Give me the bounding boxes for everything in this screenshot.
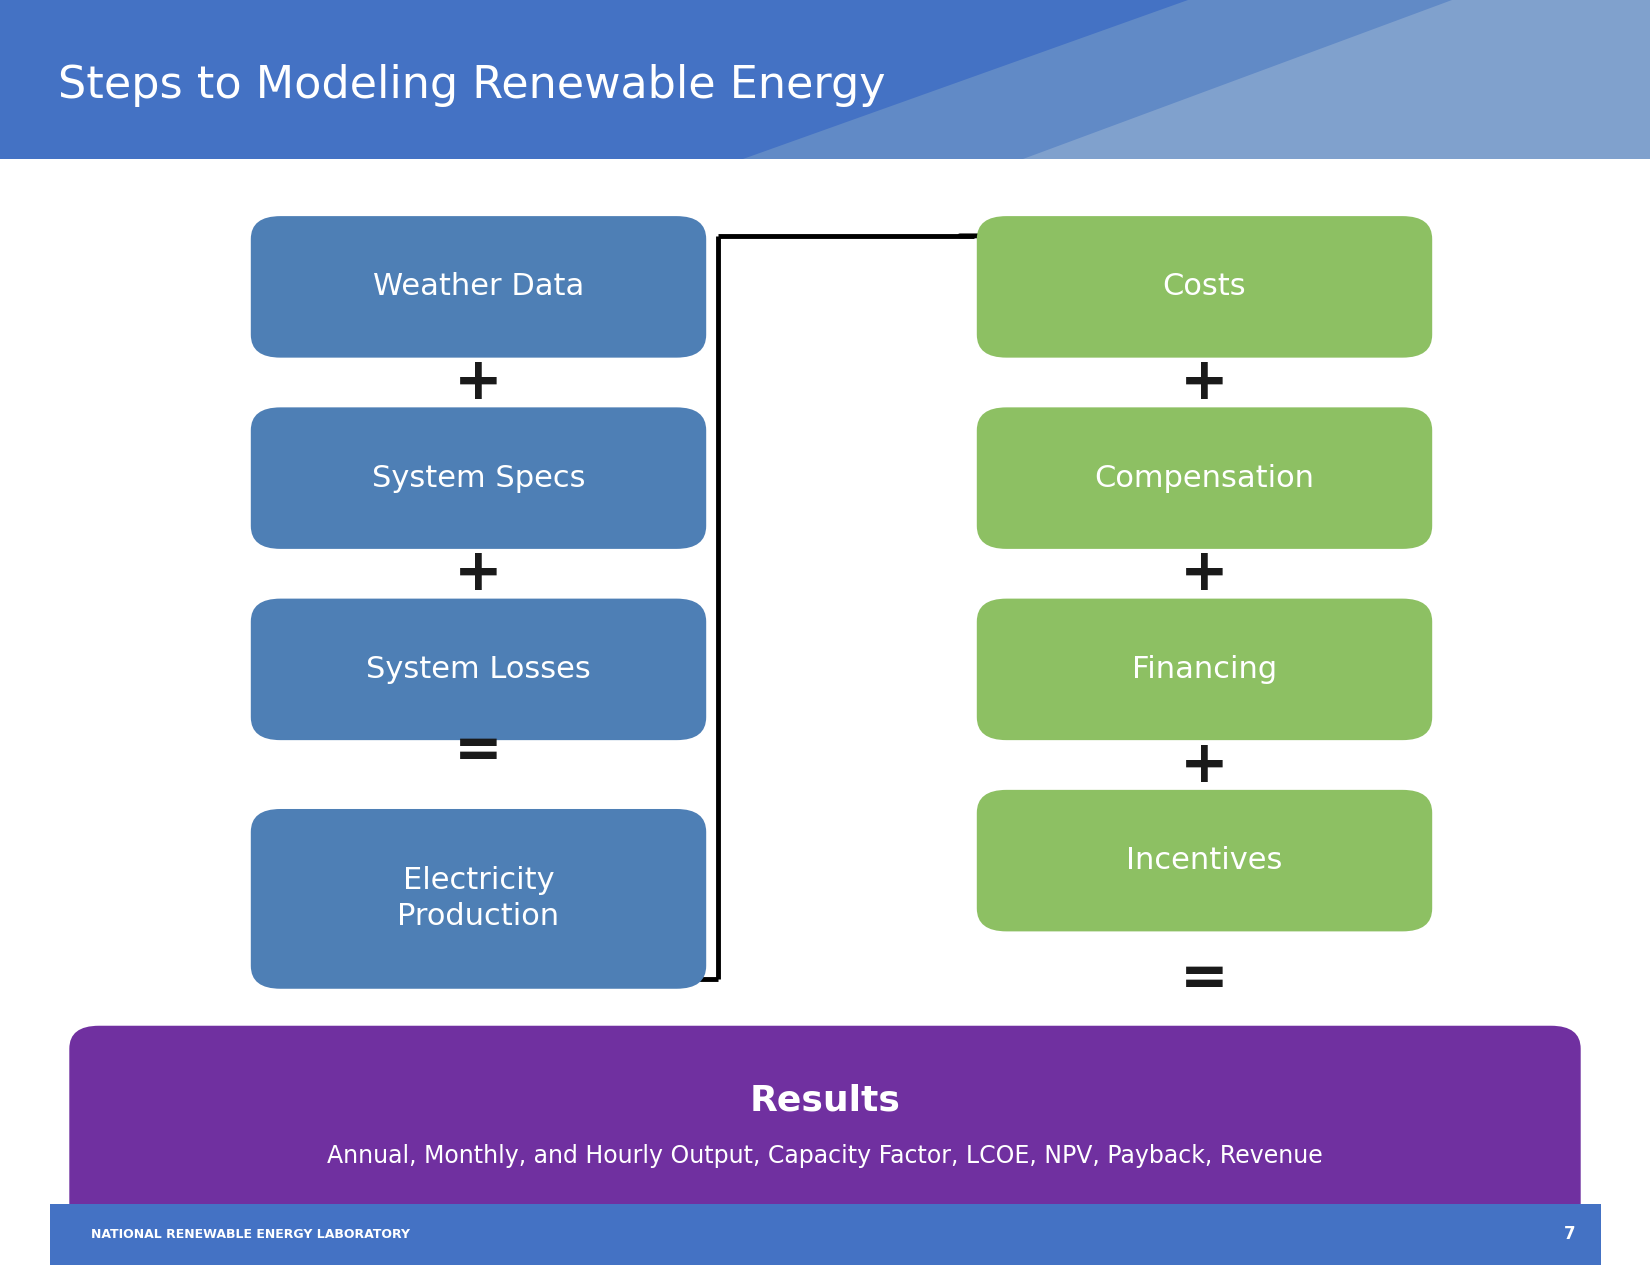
Text: Incentives: Incentives bbox=[1127, 847, 1282, 875]
Text: 7: 7 bbox=[1564, 1225, 1576, 1243]
Text: NATIONAL RENEWABLE ENERGY LABORATORY: NATIONAL RENEWABLE ENERGY LABORATORY bbox=[91, 1228, 409, 1241]
Text: +: + bbox=[1180, 546, 1229, 602]
FancyBboxPatch shape bbox=[0, 0, 1650, 159]
Text: Electricity
Production: Electricity Production bbox=[398, 867, 559, 931]
FancyBboxPatch shape bbox=[251, 810, 706, 989]
Polygon shape bbox=[1023, 0, 1650, 159]
Text: +: + bbox=[454, 354, 503, 411]
FancyBboxPatch shape bbox=[977, 599, 1432, 740]
Text: +: + bbox=[454, 546, 503, 602]
FancyBboxPatch shape bbox=[251, 599, 706, 740]
FancyBboxPatch shape bbox=[977, 408, 1432, 550]
FancyBboxPatch shape bbox=[977, 215, 1432, 357]
FancyBboxPatch shape bbox=[251, 215, 706, 357]
FancyBboxPatch shape bbox=[977, 790, 1432, 931]
Text: Financing: Financing bbox=[1132, 655, 1277, 683]
Text: Costs: Costs bbox=[1163, 273, 1246, 301]
Polygon shape bbox=[742, 0, 1650, 159]
Text: System Specs: System Specs bbox=[371, 464, 586, 492]
FancyBboxPatch shape bbox=[69, 1025, 1581, 1232]
Text: =: = bbox=[454, 722, 503, 779]
FancyBboxPatch shape bbox=[251, 408, 706, 550]
Text: Weather Data: Weather Data bbox=[373, 273, 584, 301]
Text: +: + bbox=[1180, 354, 1229, 411]
FancyBboxPatch shape bbox=[50, 1204, 1600, 1265]
Text: Compensation: Compensation bbox=[1094, 464, 1315, 492]
Text: +: + bbox=[1180, 737, 1229, 793]
Text: Steps to Modeling Renewable Energy: Steps to Modeling Renewable Energy bbox=[58, 64, 886, 107]
Text: System Losses: System Losses bbox=[366, 655, 591, 683]
Text: =: = bbox=[1180, 950, 1229, 1007]
Text: Annual, Monthly, and Hourly Output, Capacity Factor, LCOE, NPV, Payback, Revenue: Annual, Monthly, and Hourly Output, Capa… bbox=[327, 1145, 1323, 1168]
Text: Results: Results bbox=[749, 1084, 901, 1117]
